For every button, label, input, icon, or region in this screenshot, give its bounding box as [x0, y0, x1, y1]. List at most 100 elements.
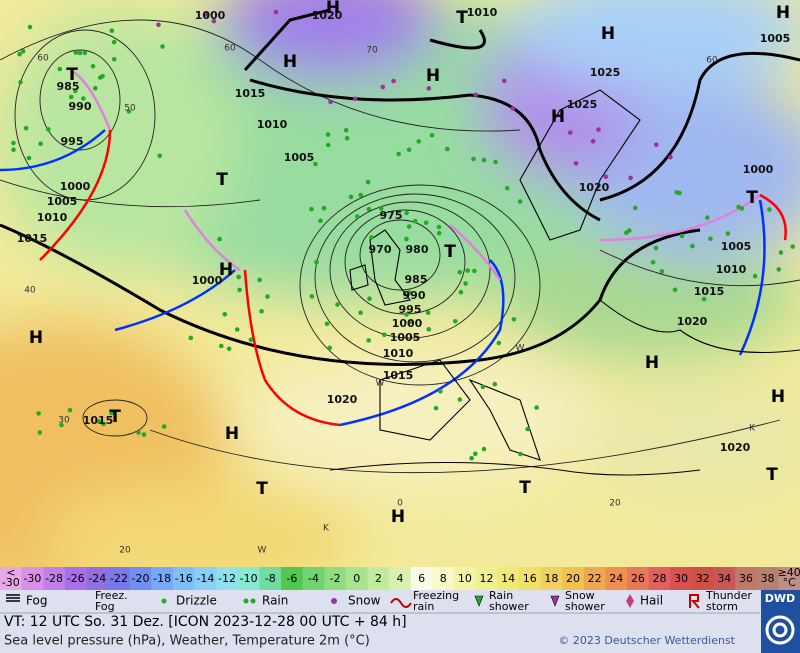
weather-dot [59, 422, 64, 428]
isobar-label: 1015 [83, 414, 114, 427]
legend-label: storm [706, 600, 738, 613]
weather-dot [458, 289, 464, 295]
colorbar-label: 18 [544, 572, 558, 585]
colorbar-cell [583, 567, 606, 590]
colorbar-label: -22 [110, 572, 128, 585]
weather-dot [37, 430, 43, 435]
grid-label: 0 [397, 499, 403, 509]
valid-time: VT: 12 UTC So. 31 Dez. [ICON 2023-12-28 … [4, 614, 407, 630]
colorbar-cell [151, 567, 174, 590]
weather-dot [236, 274, 241, 280]
colorbar-label: 20 [566, 572, 580, 585]
weather-dot [628, 175, 633, 181]
weather-dot [321, 205, 327, 211]
region-letter: K [749, 424, 756, 434]
copyright: © 2023 Deutscher Wetterdienst [558, 634, 735, 647]
weather-dot [603, 174, 609, 180]
colorbar-label: -6 [286, 572, 297, 585]
weather-dot [219, 343, 224, 349]
weather-dot [343, 127, 349, 133]
colorbar-cell [259, 567, 282, 590]
weather-dot [416, 139, 422, 144]
weather-dot [367, 296, 372, 302]
weather-dot [344, 135, 350, 141]
colorbar-cell [345, 567, 369, 590]
colorbar-label: 24 [609, 572, 623, 585]
weather-dot [273, 9, 279, 15]
pressure-center: H [391, 507, 405, 527]
weather-dot [101, 421, 106, 427]
colorbar-cell [713, 567, 736, 590]
colorbar-cell [562, 567, 585, 590]
weather-dot [93, 85, 98, 91]
weather-dot [226, 346, 232, 352]
colorbar-cell [605, 567, 628, 590]
warm-front [39, 129, 112, 261]
weather-dot [100, 73, 105, 79]
colorbar-label: -16 [175, 572, 193, 585]
legend-label: Drizzle [176, 594, 217, 608]
weather-dot [752, 273, 758, 279]
weather-dot [26, 155, 32, 161]
weather-dot [11, 140, 16, 146]
weather-dot [156, 22, 161, 28]
isobar-label: 1005 [760, 32, 791, 45]
weather-dot [480, 384, 486, 390]
weather-dot [309, 206, 314, 212]
colorbar-label: 28 [652, 572, 666, 585]
weather-dot [445, 146, 450, 152]
weather-dot [352, 96, 358, 102]
colorbar-cell [108, 567, 131, 590]
warm-front [759, 193, 787, 241]
region-letter: W [258, 546, 267, 556]
weather-dot [57, 66, 63, 72]
weather-dot [471, 156, 476, 162]
weather-dot [217, 236, 222, 242]
weather-dot [481, 446, 487, 452]
legend-label: Snow [348, 594, 381, 608]
coastlines [329, 89, 800, 476]
isobar-label: 1020 [327, 393, 358, 406]
colorbar-cell [237, 567, 260, 590]
weather-dot [679, 233, 685, 239]
weather-dot [426, 86, 432, 91]
temperature-field [0, 0, 800, 567]
rain-icon [250, 598, 256, 604]
legend-label: rain [413, 600, 434, 613]
weather-dot [314, 259, 319, 265]
weather-dot [82, 50, 88, 56]
weather-dot [136, 430, 141, 435]
colorbar-cell [64, 567, 87, 590]
weather-dot [67, 407, 73, 413]
occluded-front [449, 224, 502, 281]
colorbar-label: 22 [588, 572, 602, 585]
isobar-label: 1020 [720, 441, 751, 454]
isobar-label: 1010 [716, 263, 747, 276]
pressure-center: H [551, 107, 565, 127]
isobar-label: 1025 [590, 66, 621, 79]
weather-dot [237, 287, 242, 293]
pressure-center: T [766, 465, 778, 485]
snow-shower-icon [550, 595, 560, 607]
pressure-center: T [256, 479, 268, 499]
weather-dot [378, 206, 384, 211]
weather-dot [188, 335, 194, 341]
weather-dot [141, 432, 147, 437]
colorbar-label: -26 [67, 572, 85, 585]
legend-label: shower [565, 600, 605, 613]
weather-dot [69, 94, 74, 100]
pressure-center: T [216, 170, 228, 190]
colorbar-label: 6 [418, 572, 425, 585]
weather-dot [90, 64, 96, 69]
pressure-center: T [66, 65, 78, 85]
dwd-logo-swirl [765, 615, 795, 645]
weather-dot [423, 220, 429, 225]
weather-dot [517, 199, 523, 204]
pressure-center: H [645, 353, 659, 373]
weather-dot [222, 312, 228, 317]
colorbar-label: 12 [479, 572, 493, 585]
colorbar-cell [21, 567, 44, 590]
colorbar-label: 8 [440, 572, 447, 585]
